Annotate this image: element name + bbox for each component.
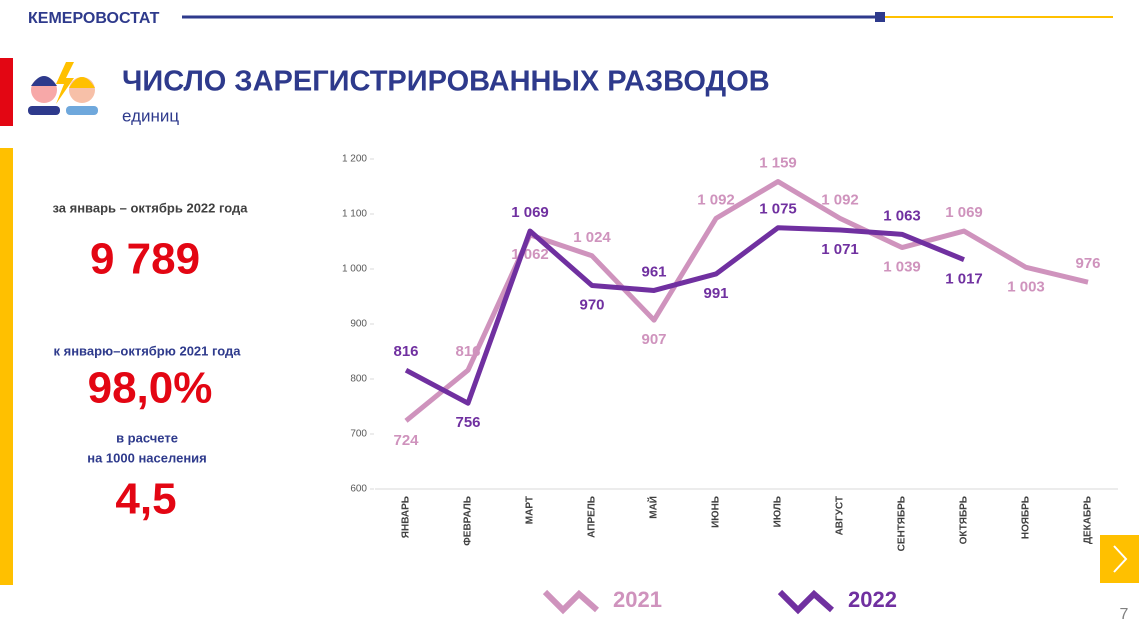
legend-icon xyxy=(542,589,599,615)
rule-square xyxy=(875,12,885,22)
total-value: 9 789 xyxy=(90,235,200,284)
x-tick-label: АВГУСТ xyxy=(835,496,846,535)
data-label: 724 xyxy=(393,432,419,449)
y-tick-label: 800 xyxy=(350,374,367,385)
y-tick-label: 600 xyxy=(350,484,367,495)
compare-label: к январю–октябрю 2021 года xyxy=(54,343,242,358)
x-tick-label: ИЮЛЬ xyxy=(773,496,784,527)
data-label: 756 xyxy=(455,414,480,431)
x-tick-label: ИЮНЬ xyxy=(711,496,722,528)
data-label: 1 017 xyxy=(945,271,983,288)
x-tick-label: ДЕКАБРЬ xyxy=(1083,496,1094,544)
period-label: за январь – октябрь 2022 года xyxy=(52,200,248,215)
data-label: 1 092 xyxy=(821,191,859,208)
data-label: 1 159 xyxy=(759,155,797,172)
red-bar xyxy=(0,58,13,126)
x-tick-label: СЕНТЯБРЬ xyxy=(897,496,908,551)
data-label: 976 xyxy=(1075,255,1100,272)
data-label: 1 024 xyxy=(573,229,611,246)
yellow-bar xyxy=(0,148,13,585)
data-label: 816 xyxy=(393,343,418,360)
data-label: 1 039 xyxy=(883,259,921,276)
data-label: 907 xyxy=(641,331,666,348)
ratio-value: 98,0% xyxy=(88,364,213,413)
x-tick-label: МАЙ xyxy=(647,496,660,519)
data-label: 1 069 xyxy=(945,204,983,221)
legend-icon xyxy=(777,589,834,615)
legend-label: 2021 xyxy=(613,587,662,612)
note-line: на 1000 населения xyxy=(87,450,207,465)
rate-value: 4,5 xyxy=(115,475,176,524)
note-line: в расчете xyxy=(116,430,178,445)
line-2022 xyxy=(404,225,965,406)
data-label: 961 xyxy=(641,263,666,280)
line-2021 xyxy=(404,179,1089,423)
data-label: 1 063 xyxy=(883,207,921,224)
legend-label: 2022 xyxy=(848,587,897,612)
slide-subtitle: единиц xyxy=(122,106,179,125)
x-tick-label: АПРЕЛЬ xyxy=(587,496,598,538)
people-icon xyxy=(28,62,98,115)
next-button[interactable] xyxy=(1100,535,1139,583)
org-name: КЕМЕРОВОСТАТ xyxy=(28,10,160,27)
next-arrow xyxy=(1113,545,1128,573)
page-number: 7 xyxy=(1120,606,1129,623)
data-label: 816 xyxy=(455,343,480,360)
data-label: 1 092 xyxy=(697,191,735,208)
data-label: 1 071 xyxy=(821,241,859,258)
y-tick-label: 900 xyxy=(350,319,367,330)
y-tick-label: 1 000 xyxy=(342,264,367,275)
data-label: 991 xyxy=(703,285,728,302)
slide-title: ЧИСЛО ЗАРЕГИСТРИРОВАННЫХ РАЗВОДОВ xyxy=(122,66,770,98)
data-label: 1 069 xyxy=(511,204,549,221)
x-tick-label: ЯНВАРЬ xyxy=(401,496,412,538)
y-tick-label: 700 xyxy=(350,429,367,440)
x-tick-label: ФЕВРАЛЬ xyxy=(463,496,474,546)
data-label: 1 003 xyxy=(1007,278,1045,295)
y-tick-label: 1 100 xyxy=(342,209,367,220)
data-label: 970 xyxy=(579,296,604,313)
data-label: 1 075 xyxy=(759,201,797,218)
x-tick-label: МАРТ xyxy=(525,496,536,524)
x-tick-label: НОЯБРЬ xyxy=(1021,496,1032,539)
y-tick-label: 1 200 xyxy=(342,154,367,165)
x-tick-label: ОКТЯБРЬ xyxy=(959,496,970,544)
